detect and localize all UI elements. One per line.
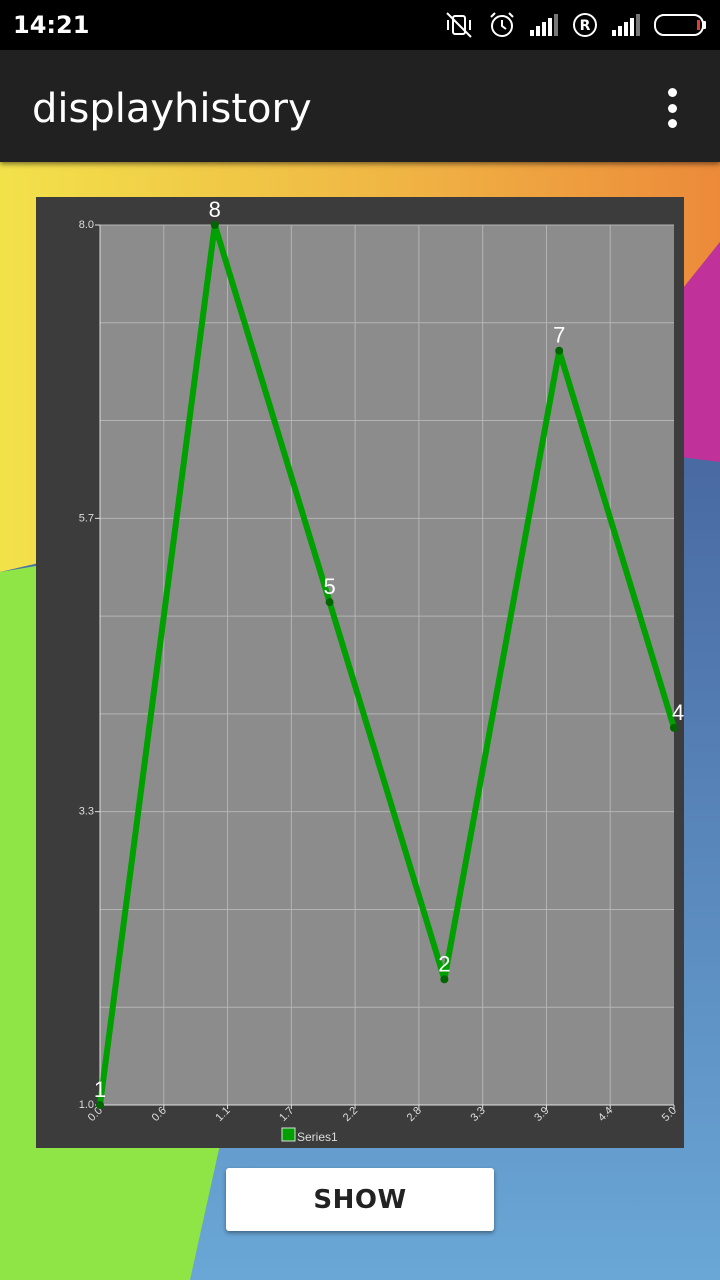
signal-icon <box>530 14 558 36</box>
x-tick-label: 3.3 <box>468 1105 487 1124</box>
show-button[interactable]: SHOW <box>226 1168 494 1231</box>
app-bar: displayhistory <box>0 50 720 162</box>
status-bar: 14:21 R <box>0 0 720 50</box>
alarm-icon <box>490 12 514 37</box>
vibrate-off-icon <box>446 12 472 38</box>
x-tick-label: 4.4 <box>596 1105 615 1124</box>
y-tick-label: 5.7 <box>79 512 94 524</box>
x-tick-label: 5.0 <box>660 1105 679 1124</box>
legend-label: Series1 <box>297 1130 338 1144</box>
plot-area <box>100 225 674 1105</box>
x-tick-label: 0.6 <box>150 1105 169 1124</box>
x-tick-label: 2.8 <box>405 1105 424 1124</box>
app-title: displayhistory <box>32 86 312 132</box>
y-tick-label: 8.0 <box>79 219 94 231</box>
data-label: 7 <box>553 323 565 348</box>
data-label: 2 <box>438 951 450 976</box>
x-tick-label: 1.7 <box>277 1105 296 1124</box>
data-point <box>440 975 449 984</box>
data-point <box>555 346 564 355</box>
signal-icon <box>612 14 640 36</box>
more-vert-icon[interactable] <box>660 88 684 128</box>
x-tick-label: 3.9 <box>532 1105 551 1124</box>
series-line <box>97 224 677 1106</box>
y-tick-label: 3.3 <box>79 806 94 818</box>
line-chart: 1.0 3.3 5.7 8.0 0.0 0.6 1.1 1.7 2.2 2.8 3.3 3.9 4.4 5… <box>36 197 684 1148</box>
battery-icon <box>654 14 706 36</box>
roaming-letter: R <box>580 18 591 34</box>
status-icons: R <box>444 10 708 40</box>
y-tick-label: 1.0 <box>79 1099 94 1111</box>
x-tick-label: 2.2 <box>341 1105 360 1124</box>
roaming-icon: R <box>573 13 597 37</box>
data-point <box>96 1101 104 1109</box>
data-label: 8 <box>209 197 221 222</box>
data-point <box>325 598 334 607</box>
status-time: 14:21 <box>13 11 90 39</box>
line-chart-svg: 1.03.35.78.00.0 0.6 1.1 1.7 2.2 2.8 3.3 3.9 4.4 5… <box>79 197 684 1144</box>
data-point <box>210 221 219 229</box>
data-label: 1 <box>94 1077 106 1102</box>
data-point <box>670 723 678 732</box>
data-label: 5 <box>323 574 335 599</box>
data-label: 4 <box>672 700 684 725</box>
x-tick-label: 1.1 <box>213 1105 232 1124</box>
legend-swatch <box>281 1127 296 1142</box>
